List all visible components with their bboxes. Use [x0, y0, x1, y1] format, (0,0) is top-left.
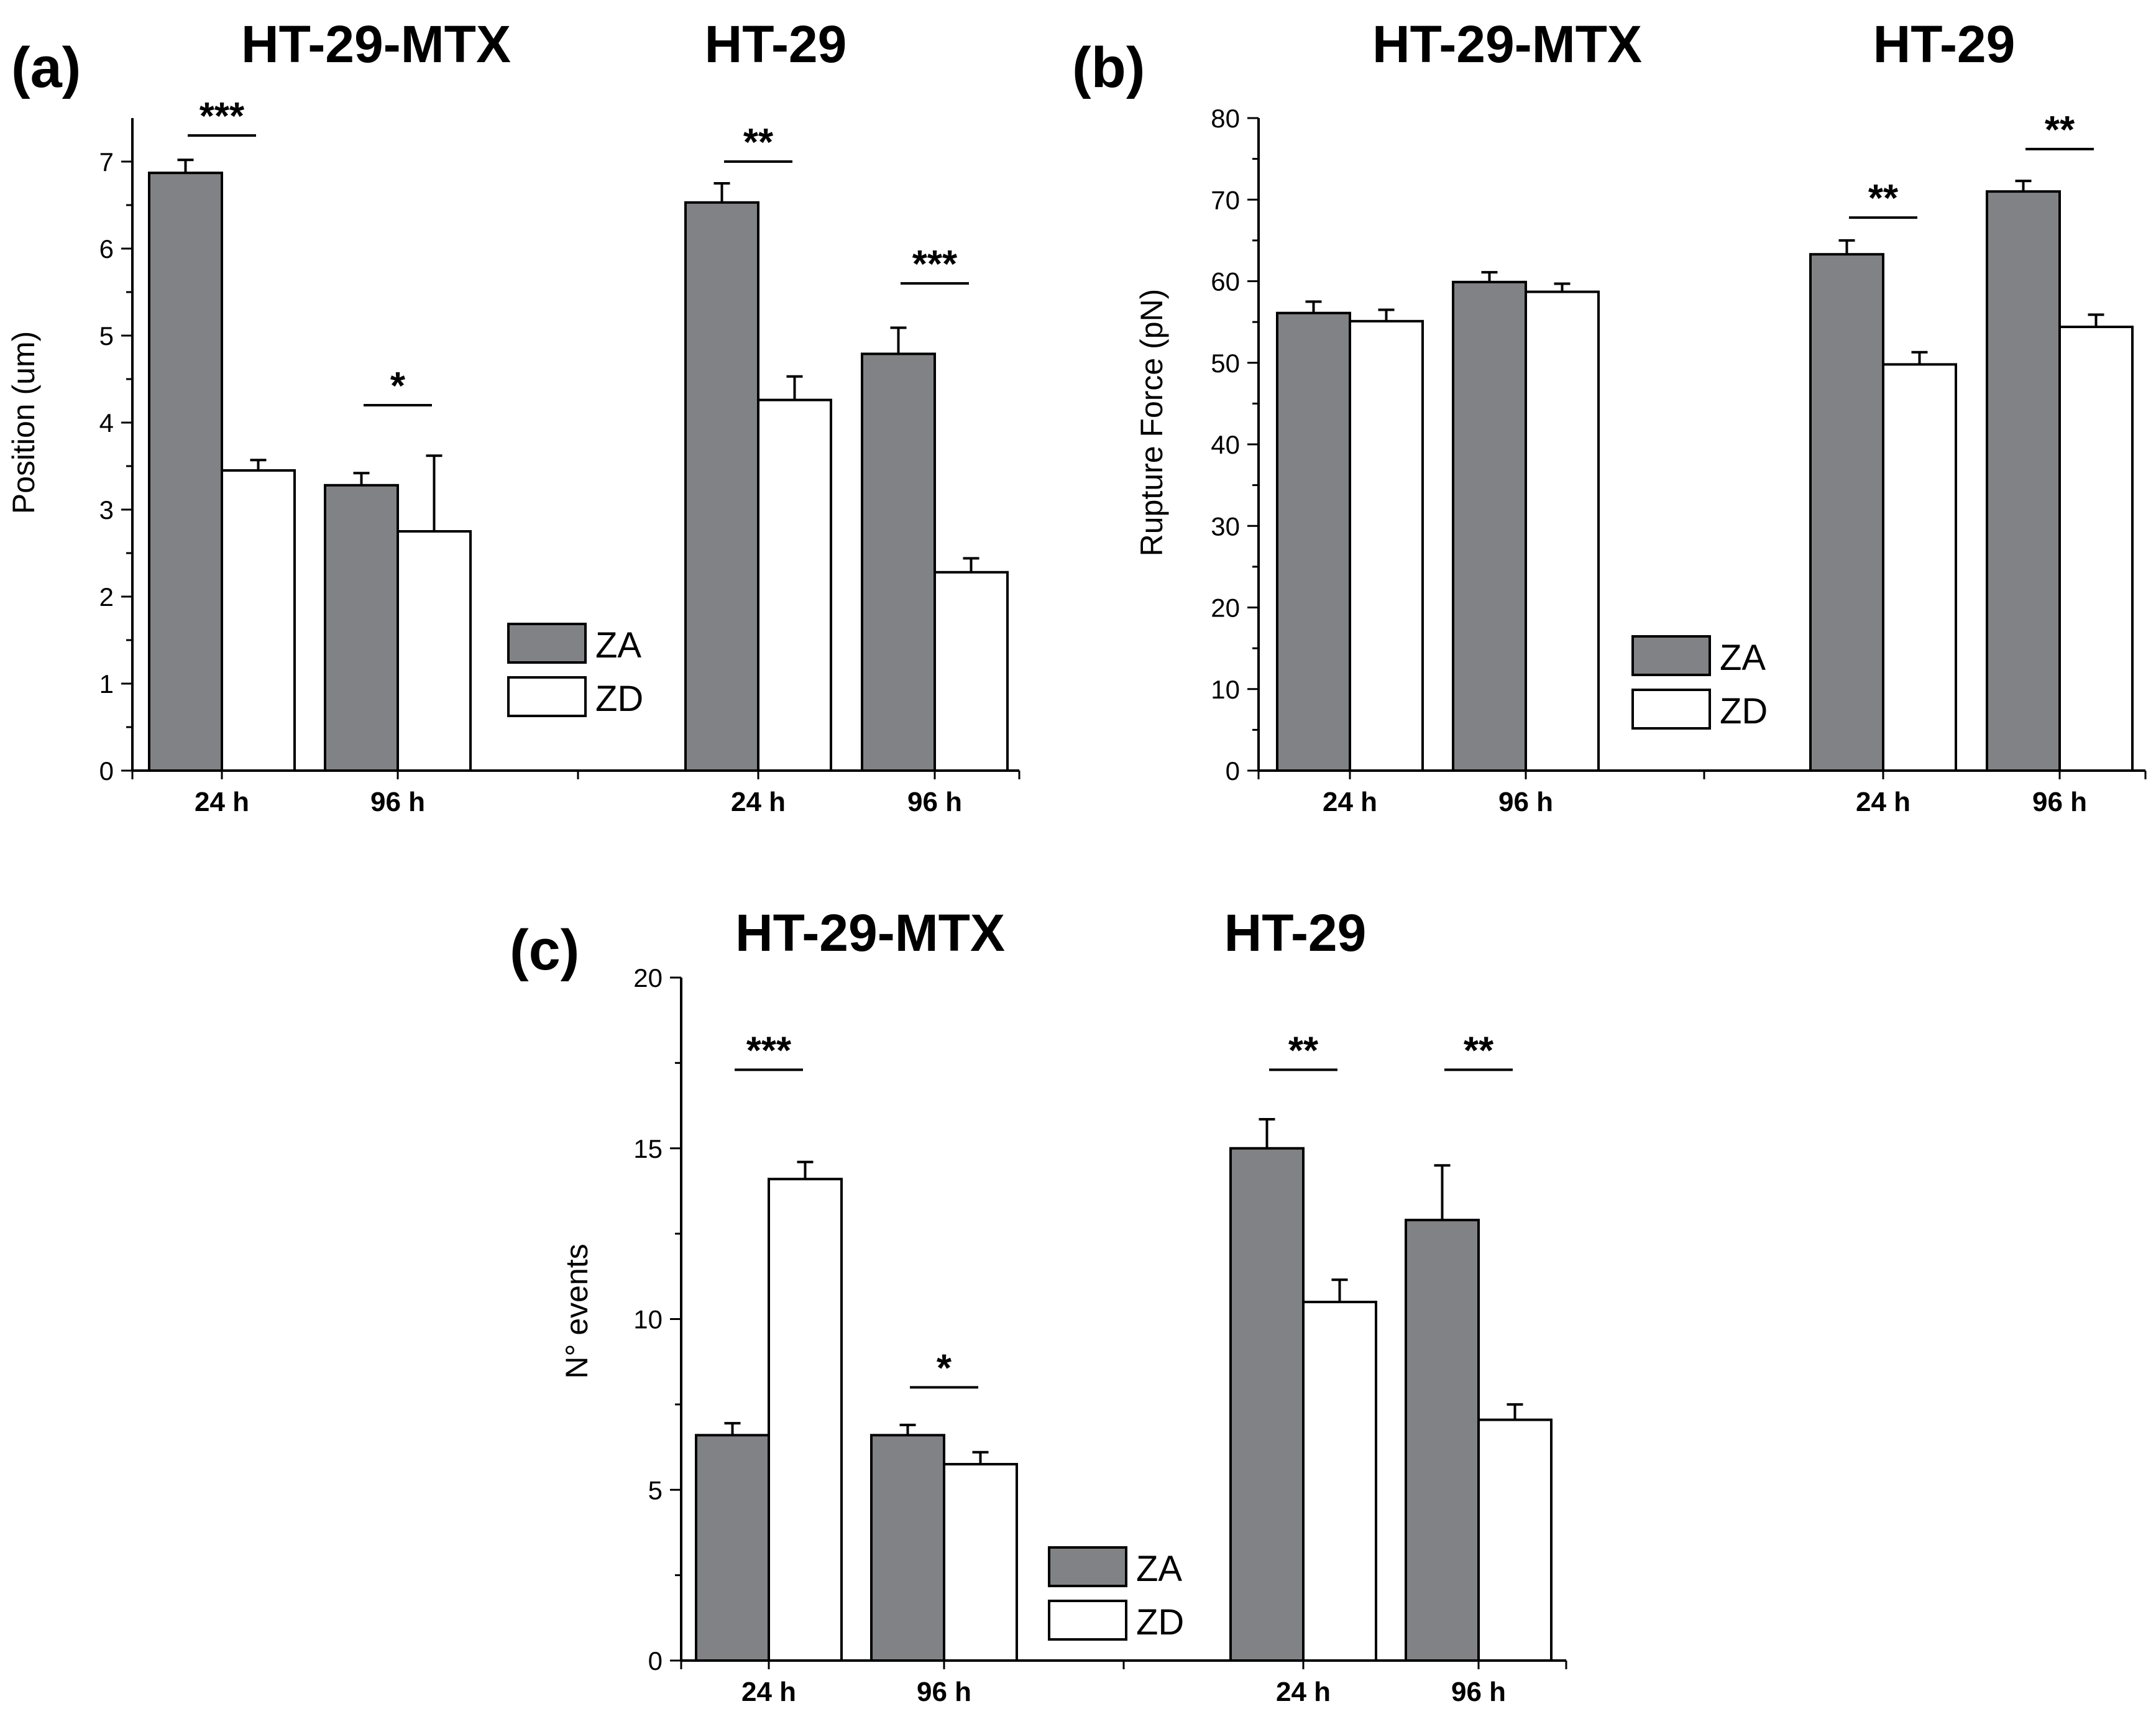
y-tick-label: 3 — [99, 495, 114, 525]
significance-label: *** — [746, 1029, 792, 1072]
bar-zd — [397, 530, 472, 772]
y-tick-label: 10 — [633, 1305, 663, 1334]
x-tick-label: 24 h — [731, 787, 786, 817]
y-tick-label: 70 — [1211, 185, 1240, 214]
legend-swatch-za — [1631, 635, 1711, 676]
y-tick-label: 30 — [1211, 511, 1240, 541]
y-tick-label: 5 — [648, 1475, 663, 1505]
bar-za — [684, 201, 759, 772]
bar-za — [861, 352, 936, 772]
bar-zd — [1302, 1301, 1377, 1662]
y-tick-label: 7 — [99, 147, 114, 176]
legend-label: ZD — [595, 679, 643, 719]
significance-label: ** — [2045, 109, 2075, 152]
x-tick-label: 24 h — [1856, 787, 1911, 817]
x-tick-label: 96 h — [907, 787, 962, 817]
significance-label: *** — [912, 243, 958, 286]
panel-b: (b) HT-29-MTX HT-29 Rupture Force (pN) 0 10 20… — [1072, 15, 2147, 817]
panel-c: (c) HT-29-MTX HT-29 N° events 0 5 10 15 20 24 h 96… — [510, 904, 1567, 1707]
y-tick-label: 80 — [1211, 104, 1240, 133]
bar-zd — [2058, 326, 2134, 772]
y-tick-label: 6 — [99, 234, 114, 264]
bar-zd — [934, 571, 1009, 772]
y-tick-label: 60 — [1211, 267, 1240, 296]
legend-label: ZD — [1720, 691, 1768, 731]
y-axis-label: Rupture Force (pN) — [1134, 289, 1169, 557]
bar-zd — [943, 1463, 1018, 1662]
y-axis-label: Position (um) — [6, 331, 41, 515]
bar-za — [1986, 190, 2061, 772]
x-tick-label: 24 h — [195, 787, 249, 817]
bar-za — [1276, 311, 1351, 772]
legend-swatch-zd — [1631, 689, 1711, 730]
x-tick-label: 96 h — [1451, 1677, 1506, 1707]
bar-za — [1809, 253, 1884, 772]
legend-swatch-zd — [1048, 1600, 1127, 1641]
bar-zd — [1525, 290, 1600, 772]
significance-label: * — [937, 1347, 952, 1390]
x-tick-label: 96 h — [370, 787, 425, 817]
y-tick-label: 10 — [1211, 675, 1240, 704]
x-tick-label: 24 h — [741, 1677, 796, 1707]
group-title: HT-29 — [705, 15, 847, 73]
x-tick-label: 96 h — [917, 1677, 971, 1707]
significance-label: ** — [1288, 1029, 1319, 1072]
y-tick-label: 40 — [1211, 430, 1240, 459]
bar-za — [148, 172, 223, 772]
panel-label: (c) — [510, 919, 579, 982]
y-tick-label: 15 — [633, 1134, 663, 1163]
y-axis-label: N° events — [559, 1244, 594, 1378]
y-tick-label: 0 — [1226, 756, 1240, 786]
bar-za — [324, 483, 399, 772]
bar-zd — [221, 469, 296, 772]
bar-za — [1405, 1219, 1480, 1662]
bar-za — [870, 1434, 945, 1662]
bar-zd — [1882, 363, 1957, 772]
y-tick-label: 20 — [633, 963, 663, 992]
y-tick-label: 20 — [1211, 593, 1240, 623]
significance-label: * — [390, 365, 406, 408]
significance-label: *** — [200, 95, 245, 138]
bar-za — [1452, 280, 1527, 772]
significance-label: ** — [1464, 1029, 1494, 1072]
legend-swatch-za — [1048, 1546, 1127, 1587]
x-tick-label: 24 h — [1276, 1677, 1331, 1707]
x-tick-label: 96 h — [1498, 787, 1553, 817]
group-title: HT-29-MTX — [1372, 15, 1642, 73]
group-title: HT-29-MTX — [735, 904, 1005, 962]
legend-swatch-za — [507, 623, 587, 664]
group-title: HT-29 — [1224, 904, 1367, 962]
legend-label: ZD — [1136, 1602, 1184, 1643]
x-tick-label: 24 h — [1323, 787, 1377, 817]
legend-label: ZA — [1720, 638, 1766, 678]
panel-a: (a) HT-29-MTX HT-29 Position (um) 0 1 2 3 4 5 6 7 24… — [6, 15, 1021, 817]
legend-label: ZA — [1136, 1549, 1182, 1589]
y-tick-label: 4 — [99, 408, 114, 438]
x-tick-label: 96 h — [2032, 787, 2087, 817]
y-tick-label: 2 — [99, 582, 114, 612]
y-tick-label: 5 — [99, 321, 114, 351]
group-title: HT-29 — [1873, 15, 2016, 73]
bar-zd — [1349, 319, 1424, 772]
panel-label: (b) — [1072, 36, 1145, 99]
significance-label: ** — [743, 121, 774, 164]
y-tick-label: 1 — [99, 669, 114, 699]
legend-label: ZA — [595, 625, 641, 666]
bar-za — [1229, 1147, 1305, 1662]
panel-label: (a) — [11, 36, 81, 99]
significance-label: ** — [1868, 177, 1899, 220]
y-tick-label: 0 — [648, 1646, 663, 1675]
bar-za — [695, 1434, 770, 1662]
legend-swatch-zd — [507, 676, 587, 717]
group-title: HT-29-MTX — [241, 15, 511, 73]
bar-zd — [757, 398, 832, 772]
y-tick-label: 0 — [99, 756, 114, 786]
bar-zd — [768, 1178, 843, 1662]
bar-zd — [1477, 1418, 1553, 1662]
y-tick-label: 50 — [1211, 349, 1240, 378]
